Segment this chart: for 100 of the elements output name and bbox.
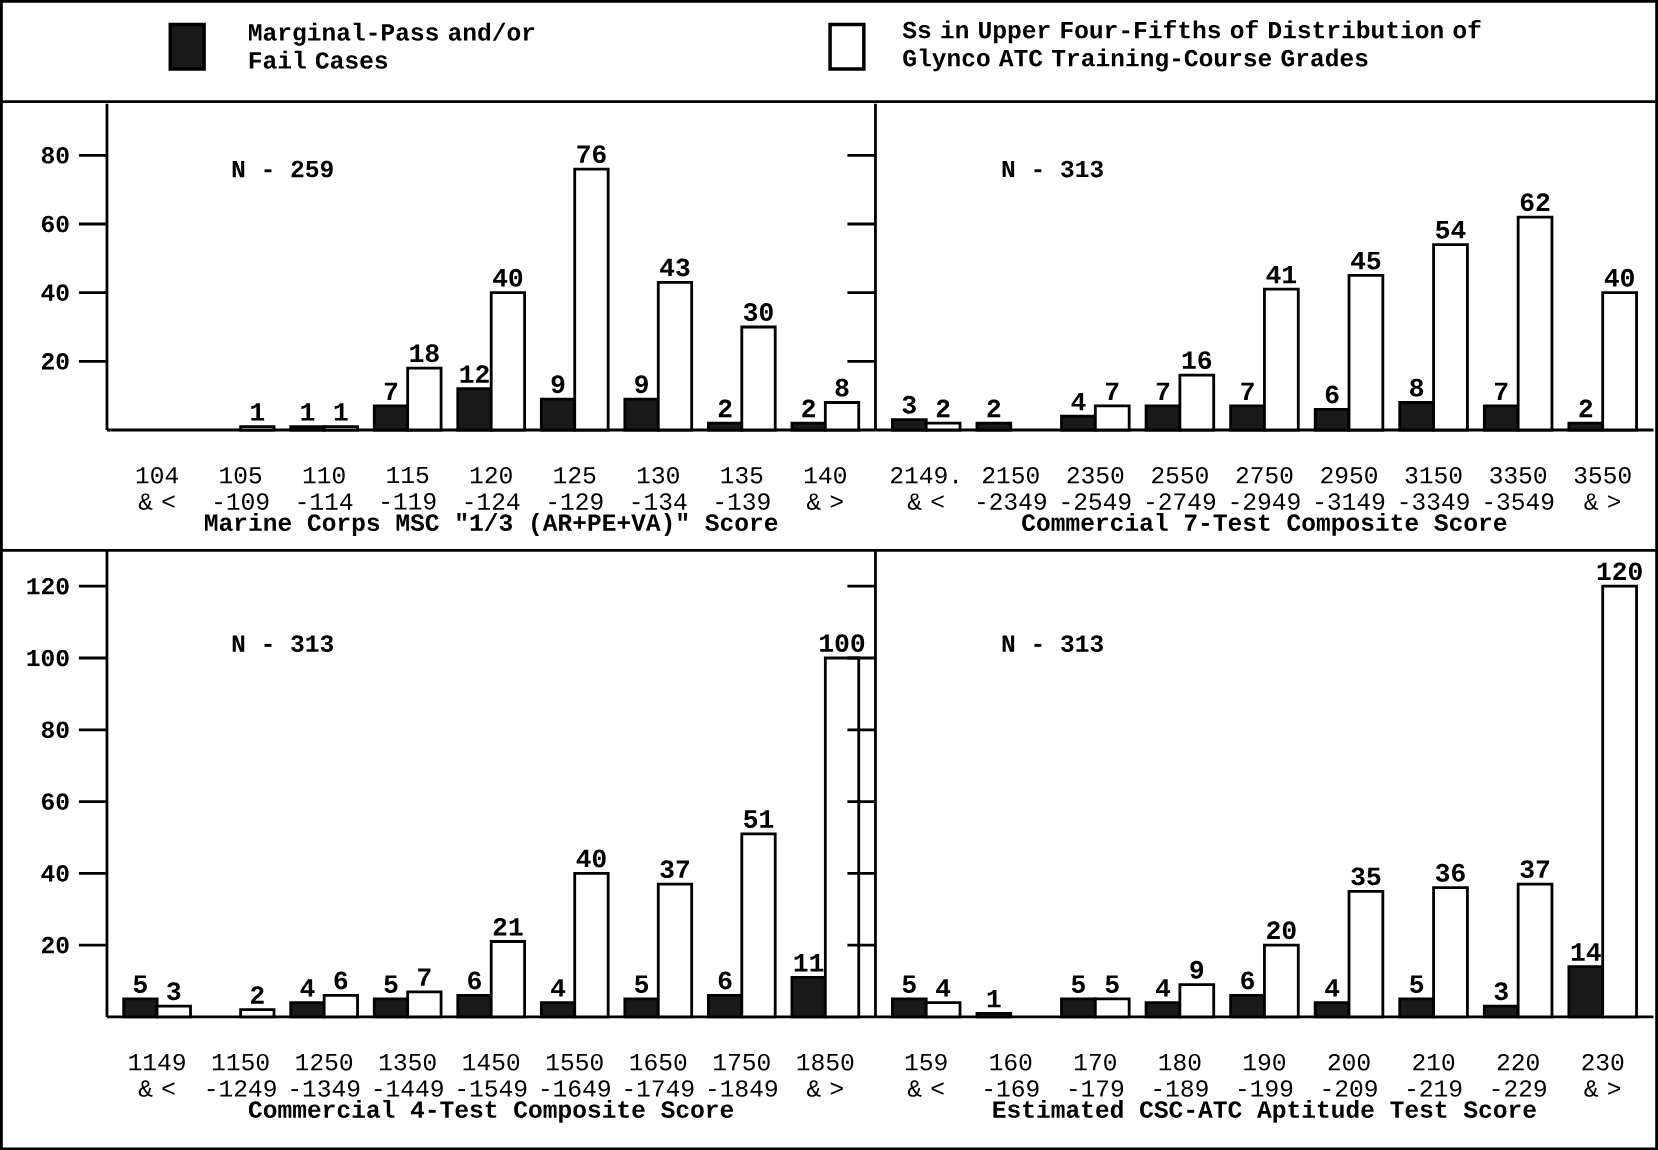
- x-tick-label: 230 & >: [1582, 1053, 1624, 1097]
- x-tick-label: 115 -119: [382, 466, 436, 510]
- x-tick-label: 3150 -3349: [1400, 466, 1469, 510]
- x-tick-label: 180 -189: [1154, 1053, 1208, 1097]
- x-tick-label: 2950 -3149: [1316, 466, 1385, 510]
- data-label: 45: [1351, 251, 1381, 270]
- annotation: N - 313: [1002, 635, 1103, 652]
- data-label: 35: [1351, 867, 1381, 886]
- x-tick-label: 3350 -3549: [1485, 466, 1554, 510]
- x-tick-label: 140 & >: [804, 466, 846, 510]
- data-label: 11: [794, 954, 824, 972]
- x-tick-label: 160 -169: [985, 1053, 1039, 1097]
- y-tick-label: 20: [42, 936, 69, 954]
- data-label: 9: [551, 375, 565, 393]
- x-axis-title: Commercial 7-Test Composite Score: [1022, 512, 1507, 536]
- data-label: 5: [1071, 975, 1085, 993]
- x-tick-label: 1850 & >: [797, 1053, 854, 1097]
- x-tick-label: 2149. & <: [891, 466, 958, 510]
- data-label: 1: [251, 403, 265, 421]
- data-label: 5: [1105, 975, 1119, 993]
- data-label: 6: [1241, 971, 1254, 990]
- data-label: 30: [743, 302, 773, 321]
- data-label: 8: [1410, 378, 1424, 397]
- x-axis-title: Marine Corps MSC "1/3 (AR+PE+VA)" Score: [205, 512, 778, 536]
- data-label: 2: [718, 399, 732, 418]
- data-label: 5: [1410, 975, 1424, 993]
- data-label: 41: [1266, 265, 1297, 284]
- x-tick-label: 105 -109: [215, 466, 269, 510]
- data-label: 21: [493, 917, 523, 936]
- data-label: 4: [1325, 979, 1340, 997]
- x-tick-label: 210 -219: [1408, 1053, 1462, 1097]
- data-label: 7: [1241, 382, 1254, 400]
- data-label: 54: [1436, 220, 1466, 239]
- data-label: 3: [902, 395, 916, 414]
- legend-label: Marginal-Pass and/or Fail Cases: [249, 22, 535, 69]
- x-tick-label: 1750 -1849: [708, 1053, 777, 1097]
- y-tick-label: 80: [41, 146, 69, 164]
- x-tick-label: 1350 -1449: [374, 1053, 443, 1097]
- data-label: 5: [133, 975, 147, 993]
- annotation: N - 259: [232, 160, 333, 178]
- data-label: 2: [987, 399, 1001, 418]
- data-label: 6: [334, 971, 348, 990]
- x-tick-label: 190 -199: [1238, 1053, 1293, 1097]
- data-label: 9: [635, 375, 648, 393]
- data-label: 4: [936, 979, 951, 997]
- y-tick-label: 60: [42, 215, 69, 233]
- data-label: 7: [1156, 382, 1170, 400]
- y-tick-label: 40: [41, 864, 69, 882]
- x-tick-label: 1650 -1749: [625, 1053, 694, 1097]
- data-label: 6: [1325, 385, 1339, 404]
- x-tick-label: 120 -124: [465, 466, 520, 510]
- x-axis-title: Commercial 4-Test Composite Score: [248, 1099, 734, 1123]
- data-label: 2: [251, 986, 264, 1004]
- data-label: 7: [418, 968, 431, 986]
- data-label: 2: [1579, 399, 1593, 418]
- x-tick-label: 3550 & >: [1574, 466, 1631, 510]
- data-label: 6: [468, 971, 481, 990]
- x-tick-label: 130 -134: [632, 466, 687, 510]
- data-label: 2: [936, 399, 950, 418]
- x-tick-label: 1450 -1549: [458, 1053, 527, 1097]
- annotation: N - 313: [232, 635, 334, 652]
- data-label: 8: [835, 378, 849, 397]
- data-label: 5: [634, 975, 649, 993]
- data-label: 1: [987, 989, 1001, 1008]
- data-label: 37: [1520, 860, 1550, 878]
- x-tick-label: 2750 -2949: [1231, 466, 1300, 510]
- legend-label: Ss in Upper Four-Fifths of Distribution of Glynco ATC Training-Course Grades: [902, 19, 1481, 72]
- data-label: 14: [1571, 943, 1601, 961]
- x-tick-label: 220 -229: [1492, 1053, 1546, 1097]
- y-tick-label: 100: [27, 649, 69, 667]
- data-label: 18: [410, 344, 439, 363]
- data-label: 6: [718, 971, 732, 990]
- data-label: 4: [1156, 979, 1171, 997]
- x-tick-label: 200 -209: [1323, 1053, 1377, 1097]
- data-label: 5: [902, 975, 916, 993]
- x-tick-label: 125 -129: [549, 466, 603, 510]
- x-tick-label: 1550 -1649: [541, 1053, 610, 1097]
- data-label: 1: [334, 403, 348, 421]
- data-label: 120: [1597, 562, 1642, 581]
- data-label: 7: [1495, 382, 1508, 400]
- data-label: 7: [384, 382, 398, 400]
- data-label: 40: [576, 849, 606, 868]
- x-tick-label: 135 -139: [716, 466, 770, 510]
- data-label: 40: [493, 268, 523, 287]
- y-tick-label: 60: [42, 793, 69, 810]
- data-label: 62: [1520, 193, 1550, 212]
- data-label: 76: [577, 145, 606, 163]
- data-label: 37: [660, 860, 689, 878]
- data-label: 51: [744, 810, 774, 828]
- data-label: 40: [1604, 268, 1634, 287]
- data-label: 4: [1071, 392, 1086, 411]
- data-label: 9: [1190, 960, 1204, 979]
- data-label: 100: [820, 634, 865, 652]
- x-tick-label: 2550 -2749: [1147, 466, 1216, 510]
- data-label: 3: [167, 982, 181, 1001]
- data-label: 7: [1106, 382, 1119, 400]
- data-label: 4: [300, 979, 315, 997]
- data-label: 5: [384, 975, 398, 993]
- x-tick-label: 110 -114: [298, 466, 353, 510]
- data-label: 4: [551, 979, 566, 997]
